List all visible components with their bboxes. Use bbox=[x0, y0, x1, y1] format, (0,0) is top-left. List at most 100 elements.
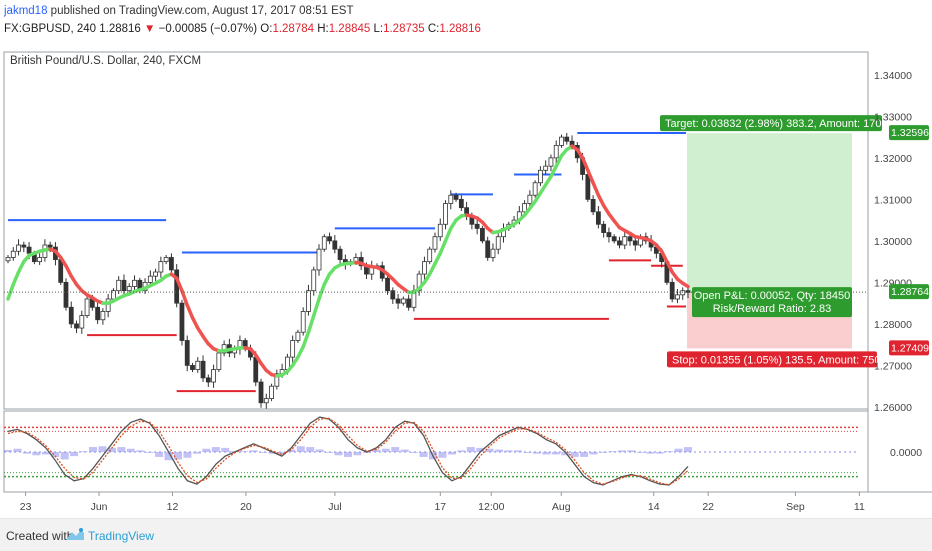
candle-body bbox=[554, 145, 558, 157]
osc-histogram-bar bbox=[335, 452, 343, 455]
candle-body bbox=[438, 224, 442, 236]
candle-body bbox=[670, 282, 674, 299]
candle-body bbox=[127, 287, 131, 291]
osc-histogram-bar bbox=[514, 450, 522, 452]
candle-body bbox=[544, 166, 548, 170]
osc-histogram-bar bbox=[80, 451, 88, 452]
price-tick-label: 1.34000 bbox=[874, 70, 912, 82]
osc-histogram-bar bbox=[127, 449, 135, 452]
osc-histogram-bar bbox=[70, 452, 78, 456]
candle-body bbox=[296, 332, 300, 340]
osc-histogram-bar bbox=[495, 450, 503, 452]
chart-header: jakmd18 published on TradingView.com, Au… bbox=[0, 0, 932, 46]
osc-histogram-bar bbox=[401, 450, 409, 452]
osc-histogram-bar bbox=[552, 452, 560, 454]
osc-histogram-bar bbox=[240, 451, 248, 452]
osc-histogram-bar bbox=[684, 447, 692, 452]
candle-body bbox=[491, 249, 495, 257]
symbol-label[interactable]: FX:GBPUSD, 240 bbox=[4, 23, 96, 35]
price-axis[interactable]: 1.340001.330001.320001.310001.300001.290… bbox=[874, 70, 929, 414]
candle-body bbox=[433, 237, 437, 249]
candle-body bbox=[333, 241, 337, 249]
candle-body bbox=[270, 386, 274, 398]
candle-body bbox=[201, 361, 205, 378]
osc-histogram-bar bbox=[32, 452, 40, 455]
time-tick-label: 17 bbox=[434, 501, 446, 513]
candle-body bbox=[675, 295, 679, 299]
time-tick-label: 12:00 bbox=[478, 501, 504, 513]
candle bbox=[301, 307, 305, 335]
osc-histogram-bar bbox=[117, 447, 125, 452]
candle-body bbox=[449, 195, 453, 203]
price-badge-text: 1.28764 bbox=[891, 286, 929, 298]
candle-body bbox=[6, 257, 10, 260]
risk-reward-text: Risk/Reward Ratio: 2.83 bbox=[713, 303, 832, 315]
candle-body bbox=[217, 353, 221, 370]
low-label: L: bbox=[374, 23, 384, 35]
candle-body bbox=[154, 272, 158, 276]
open-label: O: bbox=[260, 23, 272, 35]
tradingview-brand-link[interactable]: TradingView bbox=[88, 529, 154, 543]
time-tick-label: 12 bbox=[167, 501, 179, 513]
tradingview-logo-icon[interactable] bbox=[64, 527, 86, 548]
price-badge: 1.32596 bbox=[889, 125, 929, 140]
target-label: Target: 0.03832 (2.98%) 383.2, Amount: 1… bbox=[660, 115, 888, 131]
osc-histogram-bar bbox=[250, 450, 258, 452]
candle bbox=[85, 297, 89, 319]
candle-body bbox=[496, 237, 500, 249]
time-tick-label: Jun bbox=[91, 501, 108, 513]
osc-histogram-bar bbox=[259, 452, 267, 453]
candle bbox=[428, 247, 432, 264]
osc-histogram-bar bbox=[61, 452, 69, 459]
osc-histogram-bar bbox=[627, 450, 635, 452]
candle-body bbox=[212, 370, 216, 382]
osc-histogram-bar bbox=[155, 452, 163, 457]
osc-histogram-bar bbox=[89, 447, 97, 452]
candle bbox=[270, 384, 274, 401]
low-value: 1.28735 bbox=[383, 23, 425, 35]
chart-canvas[interactable]: British Pound/U.S. Dollar, 240, FXCM Tar… bbox=[0, 46, 932, 516]
candle-body bbox=[69, 307, 73, 324]
price-badge-text: 1.27409 bbox=[891, 342, 929, 354]
osc-histogram-bar bbox=[410, 452, 418, 453]
candle bbox=[533, 180, 537, 197]
ohlc-bar: FX:GBPUSD, 240 1.28816 ▼ −0.00085 (−0.07… bbox=[4, 23, 481, 35]
close-value: 1.28816 bbox=[439, 23, 481, 35]
candle-body bbox=[196, 361, 200, 369]
candle-body bbox=[122, 280, 126, 290]
candle-body bbox=[254, 357, 258, 382]
price-badge-text: 1.32596 bbox=[891, 127, 929, 139]
price-tick-label: 1.32000 bbox=[874, 153, 912, 165]
candle-body bbox=[48, 245, 52, 247]
candle-body bbox=[80, 316, 84, 328]
osc-histogram-bar bbox=[13, 449, 21, 452]
osc-histogram-bar bbox=[4, 450, 12, 452]
candle-body bbox=[538, 170, 542, 182]
stop-label: Stop: 0.01355 (1.05%) 135.5, Amount: 750 bbox=[667, 351, 881, 367]
osc-histogram-bar bbox=[420, 452, 428, 457]
candle-body bbox=[85, 299, 89, 316]
osc-histogram-bar bbox=[136, 450, 144, 452]
price-tick-label: 1.31000 bbox=[874, 194, 912, 206]
price-tick-label: 1.30000 bbox=[874, 236, 912, 248]
price-tick-label: 1.28000 bbox=[874, 319, 912, 331]
candle-body bbox=[596, 212, 600, 224]
candle bbox=[322, 234, 326, 251]
price-tick-label: 1.33000 bbox=[874, 111, 912, 123]
chart-area[interactable]: British Pound/U.S. Dollar, 240, FXCM Tar… bbox=[0, 46, 932, 516]
candle-body bbox=[301, 311, 305, 332]
candle-body bbox=[59, 260, 63, 283]
osc-histogram-bar bbox=[646, 452, 654, 454]
footer-bar: Created with TradingView bbox=[0, 518, 932, 551]
candle-body bbox=[322, 237, 326, 249]
osc-histogram-bar bbox=[183, 452, 191, 458]
candle-body bbox=[633, 241, 637, 245]
candle-body bbox=[623, 237, 627, 245]
osc-histogram-bar bbox=[542, 452, 550, 454]
open-value: 1.28784 bbox=[272, 23, 314, 35]
osc-histogram-bar bbox=[391, 447, 399, 452]
author-link[interactable]: jakmd18 bbox=[4, 5, 47, 17]
time-tick-label: 14 bbox=[648, 501, 660, 513]
candle-body bbox=[396, 299, 400, 303]
